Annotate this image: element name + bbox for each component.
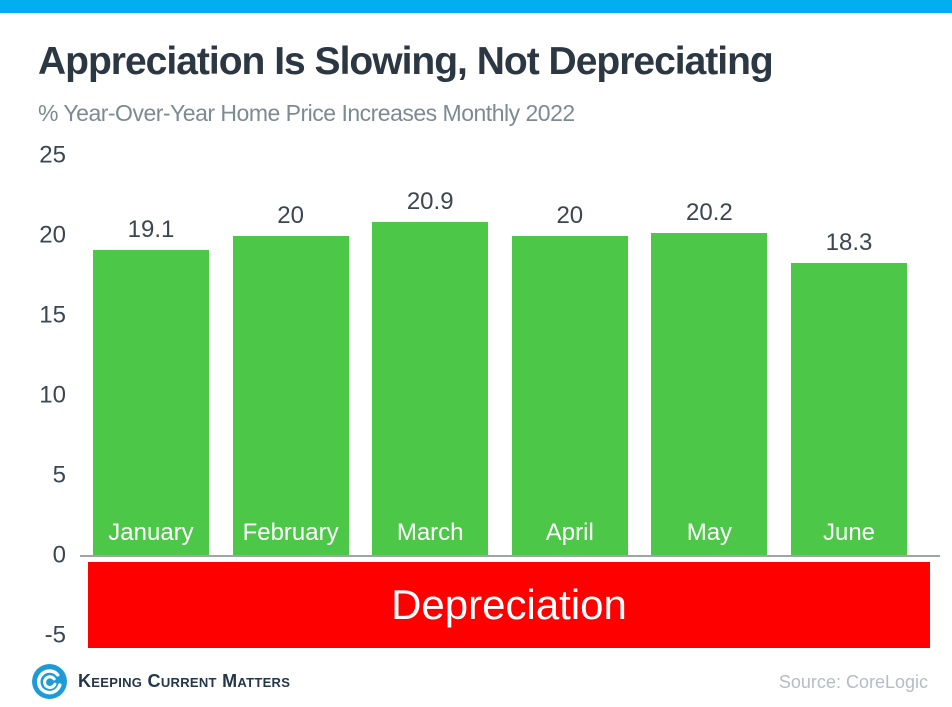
bar-june: June [791,263,907,556]
bar-value-label: 20 [556,202,584,229]
source-credit: Source: CoreLogic [778,672,928,692]
depreciation-label: Depreciation [391,581,627,628]
bar-month-label: May [686,518,733,546]
y-tick-25: 25 [39,141,66,169]
y-tick--5: -5 [44,621,66,649]
bar-value-label: 20 [277,202,304,229]
bar-month-label: June [822,518,876,546]
bar-value-label: 20.2 [686,198,733,226]
bar-value-label: 20.9 [406,187,454,215]
y-tick-5: 5 [52,461,66,489]
bar-january: January [93,250,209,556]
y-tick-15: 15 [39,301,66,329]
y-tick-20: 20 [39,221,66,249]
kcm-logo-icon [32,663,67,699]
x-axis-line [80,555,940,557]
page-title: Appreciation Is Slowing, Not Depreciatin… [38,40,774,83]
depreciation-band: Depreciation [88,562,930,648]
bar-april: April [511,236,628,556]
bar-may: May [651,232,768,556]
bar-month-label: March [396,518,464,546]
y-tick-0: 0 [52,541,66,569]
bar-march: March [372,221,489,556]
bar-february: February [232,236,349,556]
bar-value-label: 19.1 [127,216,175,244]
brand-lockup: Keeping Current Matters [31,662,290,700]
accent-top-bar [0,0,952,13]
bar-month-label: January [108,518,194,546]
bar-month-label: April [545,519,594,546]
page-subtitle: % Year-Over-Year Home Price Increases Mo… [38,100,575,126]
y-tick-10: 10 [39,381,66,409]
bar-value-label: 18.3 [825,229,873,257]
brand-name: Keeping Current Matters [78,670,291,691]
bar-month-label: February [242,519,339,546]
